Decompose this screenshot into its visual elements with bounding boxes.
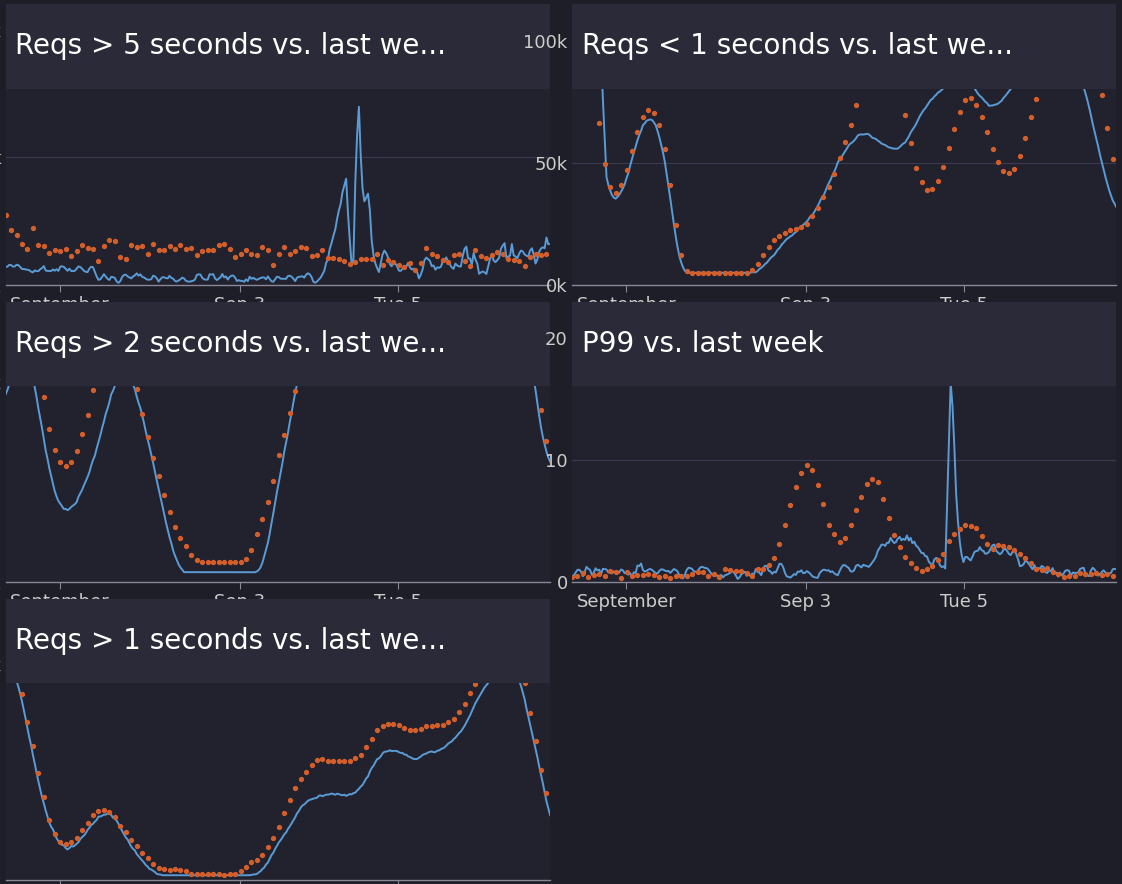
Bar [572, 4, 1116, 88]
Text: Reqs > 2 seconds vs. last we...: Reqs > 2 seconds vs. last we... [16, 330, 447, 358]
Bar [6, 4, 550, 88]
Bar [6, 599, 550, 683]
Text: Reqs > 1 seconds vs. last we...: Reqs > 1 seconds vs. last we... [16, 627, 447, 655]
Text: Reqs > 5 seconds vs. last we...: Reqs > 5 seconds vs. last we... [16, 33, 447, 60]
Bar [6, 301, 550, 386]
Text: Reqs < 1 seconds vs. last we...: Reqs < 1 seconds vs. last we... [581, 33, 1013, 60]
Text: P99 vs. last week: P99 vs. last week [581, 330, 824, 358]
Bar [572, 301, 1116, 386]
